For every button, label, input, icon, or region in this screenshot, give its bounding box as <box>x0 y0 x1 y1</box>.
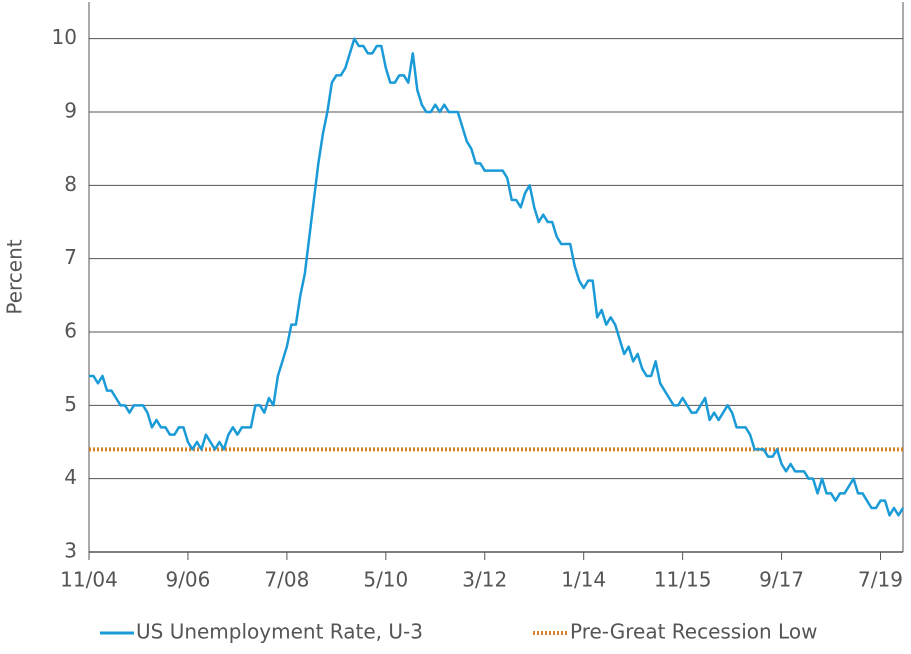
legend-label: US Unemployment Rate, U-3 <box>136 620 423 644</box>
y-tick-label: 5 <box>64 392 77 416</box>
data-line <box>89 37 905 517</box>
y-axis-label: Percent <box>3 239 27 314</box>
legend-label: Pre-Great Recession Low <box>570 620 817 644</box>
x-tick-label: 9/17 <box>759 568 804 592</box>
y-tick-label: 6 <box>64 319 77 343</box>
y-tick-label: 3 <box>64 539 77 563</box>
y-tick-label: 9 <box>64 99 77 123</box>
y-tick-label: 10 <box>52 25 77 49</box>
y-tick-label: 7 <box>64 245 77 269</box>
y-tick-label: 4 <box>64 465 77 489</box>
x-tick-label: 5/10 <box>363 568 408 592</box>
x-tick-label: 3/12 <box>462 568 507 592</box>
x-tick-label: 9/06 <box>165 568 210 592</box>
x-tick-label: 11/04 <box>60 568 118 592</box>
x-tick-label: 11/15 <box>654 568 712 592</box>
x-tick-label: 7/08 <box>264 568 309 592</box>
x-tick-label: 7/19 <box>858 568 903 592</box>
y-tick-label: 8 <box>64 172 77 196</box>
x-tick-label: 1/14 <box>561 568 606 592</box>
